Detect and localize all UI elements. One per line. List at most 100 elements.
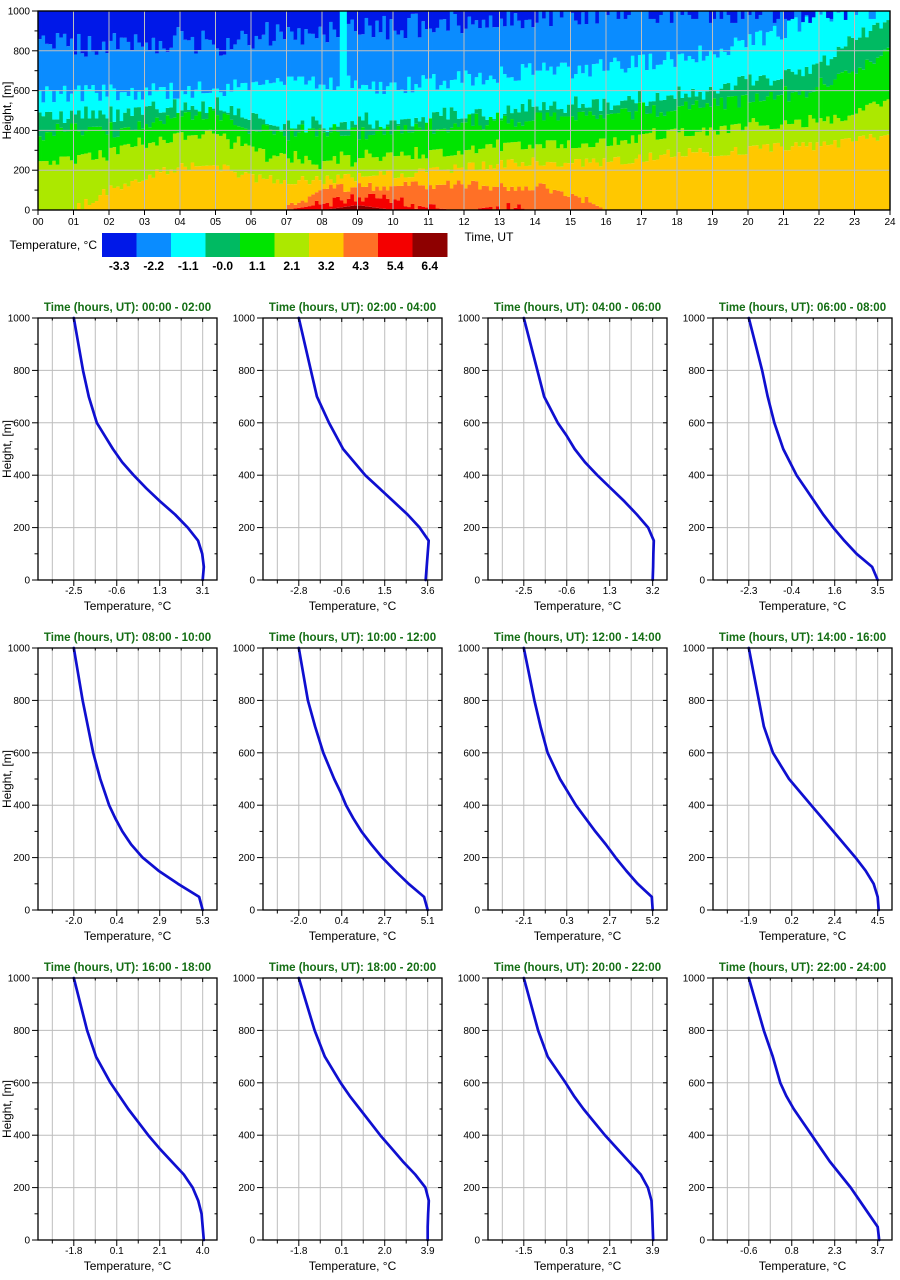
y-tick-label: 600 xyxy=(688,748,705,759)
y-tick-label: 400 xyxy=(13,126,30,137)
x-axis-label: Temperature, °C xyxy=(534,1259,622,1273)
x-axis-label: Temperature, °C xyxy=(309,929,397,943)
legend-swatch xyxy=(136,233,172,257)
legend-swatch xyxy=(412,233,448,257)
y-tick-label: 600 xyxy=(463,748,480,759)
x-tick-label: 02 xyxy=(103,217,115,228)
temperature-legend: Temperature, °C -3.3 -2.2 -1.1 -0.0 1.1 2.1 3.2… xyxy=(10,233,448,273)
y-tick-label: 0 xyxy=(24,906,30,917)
x-tick-label: 1.3 xyxy=(153,586,167,597)
y-tick-label: 400 xyxy=(13,1131,30,1142)
y-tick-label: 200 xyxy=(13,166,30,177)
profile-plot-10-00-12-00: -2.0 0.4 2.7 5.1 0 200 400 600 800 1000 Time (hour… xyxy=(225,625,450,955)
profile-plot-02-00-04-00: -2.8 -0.6 1.5 3.6 0 200 400 600 800 1000 Time (hou… xyxy=(225,295,450,625)
y-tick-label: 200 xyxy=(13,523,30,534)
x-tick-label: 2.9 xyxy=(153,916,167,927)
profile-title: Time (hours, UT): 02:00 - 04:00 xyxy=(269,302,436,314)
heatmap-axes: 00 01 02 03 04 05 06 07 08 09 10 11 12 13 14 15 16 17 18 19… xyxy=(8,7,896,229)
x-tick-label: 2.7 xyxy=(603,916,617,927)
x-axis-label: Temperature, °C xyxy=(309,599,397,613)
y-tick-label: 800 xyxy=(13,696,30,707)
x-tick-label: 1.5 xyxy=(378,586,392,597)
y-tick-label: 200 xyxy=(13,853,30,864)
profile-title: Time (hours, UT): 18:00 - 20:00 xyxy=(269,962,436,974)
x-tick-label: -0.4 xyxy=(783,586,801,597)
y-tick-label: 1000 xyxy=(458,644,481,655)
y-tick-label: 1000 xyxy=(458,974,481,985)
profile-plot-22-00-24-00: -0.6 0.8 2.3 3.7 0 200 400 600 800 1000 Time (hour… xyxy=(675,955,900,1280)
y-tick-label: 800 xyxy=(13,366,30,377)
profile-grid xyxy=(713,978,892,1240)
x-tick-label: 0.3 xyxy=(560,1246,574,1257)
y-tick-label: 600 xyxy=(13,748,30,759)
time-height-section: 00 01 02 03 04 05 06 07 08 09 10 11 12 13 14 15 16 17 18 19… xyxy=(0,0,900,280)
x-tick-label: 19 xyxy=(707,217,719,228)
legend-value: -3.3 xyxy=(109,259,130,273)
y-tick-label: 1000 xyxy=(233,314,256,325)
x-tick-label: 3.6 xyxy=(421,586,435,597)
x-tick-label: -2.0 xyxy=(290,916,308,927)
y-tick-label: 400 xyxy=(238,471,255,482)
y-tick-label: 200 xyxy=(13,1183,30,1194)
y-tick-label: 200 xyxy=(463,1183,480,1194)
x-tick-label: 3.1 xyxy=(196,586,210,597)
profile-title: Time (hours, UT): 06:00 - 08:00 xyxy=(719,302,886,314)
x-axis-label: Time, UT xyxy=(465,230,515,244)
profile-plot-08-00-10-00: -2.0 0.4 2.9 5.3 0 200 400 600 800 1000 Time (hour… xyxy=(0,625,225,955)
x-tick-label: 3.7 xyxy=(871,1246,885,1257)
x-tick-label: 12 xyxy=(458,217,470,228)
y-tick-label: 800 xyxy=(238,696,255,707)
y-tick-label: 800 xyxy=(688,696,705,707)
x-tick-label: 11 xyxy=(423,217,434,228)
x-tick-label: 5.2 xyxy=(646,916,660,927)
y-tick-label: 1000 xyxy=(8,314,31,325)
y-tick-label: 1000 xyxy=(8,974,31,985)
profile-svg: -1.9 0.2 2.4 4.5 0 200 400 600 800 1000 Time (hour… xyxy=(683,632,893,943)
y-tick-label: 200 xyxy=(238,1183,255,1194)
temperature-profile-curve xyxy=(522,646,655,912)
temperature-profile-curve xyxy=(747,976,881,1242)
profile-plot-04-00-06-00: -2.5 -0.6 1.3 3.2 0 200 400 600 800 1000 Time (hou… xyxy=(450,295,675,625)
y-tick-label: 400 xyxy=(238,801,255,812)
y-tick-label: 200 xyxy=(688,1183,705,1194)
profile-axes: -2.5 -0.6 1.3 3.1 0 200 400 600 800 1000 xyxy=(8,314,217,597)
x-tick-label: 00 xyxy=(32,217,44,228)
profile-svg: -2.0 0.4 2.9 5.3 0 200 400 600 800 1000 Time (hour… xyxy=(0,632,218,943)
y-tick-label: 600 xyxy=(13,86,30,97)
legend-swatch xyxy=(274,233,310,257)
x-tick-label: 2.4 xyxy=(828,916,842,927)
profile-title: Time (hours, UT): 00:00 - 02:00 xyxy=(44,302,211,314)
y-tick-label: 1000 xyxy=(458,314,481,325)
y-tick-label: 0 xyxy=(699,906,705,917)
y-tick-label: 400 xyxy=(688,801,705,812)
x-tick-label: -2.3 xyxy=(740,586,758,597)
profile-axes: -2.8 -0.6 1.5 3.6 0 200 400 600 800 1000 xyxy=(233,314,442,597)
plot-frame xyxy=(712,977,893,1241)
profile-axes: -2.1 0.3 2.7 5.2 0 200 400 600 800 1000 xyxy=(458,644,667,927)
x-tick-label: -2.8 xyxy=(290,586,308,597)
profile-grid xyxy=(38,978,217,1240)
x-tick-label: -1.5 xyxy=(515,1246,533,1257)
y-tick-label: 800 xyxy=(688,1026,705,1037)
plot-frame xyxy=(487,317,668,581)
x-tick-label: 2.1 xyxy=(603,1246,617,1257)
x-tick-label: 21 xyxy=(778,217,790,228)
x-tick-label: -0.6 xyxy=(740,1246,758,1257)
legend-swatch xyxy=(378,233,413,257)
y-tick-label: 600 xyxy=(688,1078,705,1089)
y-tick-label: 0 xyxy=(249,576,255,587)
profile-axes: -1.5 0.3 2.1 3.9 0 200 400 600 800 1000 xyxy=(458,974,667,1257)
profile-grid xyxy=(263,978,442,1240)
x-tick-label: 0.4 xyxy=(110,916,124,927)
profile-axes: -2.0 0.4 2.7 5.1 0 200 400 600 800 1000 xyxy=(233,644,442,927)
profile-plot-12-00-14-00: -2.1 0.3 2.7 5.2 0 200 400 600 800 1000 Time (hour… xyxy=(450,625,675,955)
x-axis-label: Temperature, °C xyxy=(84,929,172,943)
x-tick-label: 24 xyxy=(884,217,896,228)
y-tick-label: 1000 xyxy=(683,314,706,325)
profile-grid xyxy=(488,648,667,910)
y-tick-label: 1000 xyxy=(233,974,256,985)
legend-value: 1.1 xyxy=(249,259,266,273)
x-tick-label: 0.3 xyxy=(560,916,574,927)
legend-swatch xyxy=(205,233,241,257)
temperature-profile-curve xyxy=(72,976,206,1242)
